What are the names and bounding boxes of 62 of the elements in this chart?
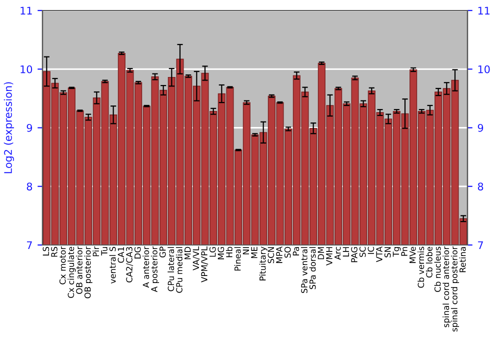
x-tick-label: Tu bbox=[101, 247, 108, 256]
x-tick-label: DG bbox=[134, 247, 141, 258]
x-tick-label: Pineal bbox=[234, 247, 241, 271]
x-tick-label: Hb bbox=[226, 246, 232, 258]
x-tick-label: VPM/VPL bbox=[201, 246, 208, 282]
x-tick-label: VMH bbox=[326, 247, 332, 266]
x-tick-label: A anterior bbox=[142, 246, 150, 288]
x-tick-label: LS bbox=[42, 246, 50, 256]
x-tick-label: spinal cord anterior bbox=[442, 246, 451, 328]
x-tick-label: VTA bbox=[376, 246, 382, 262]
x-tick-label: SPa ventral bbox=[300, 247, 308, 293]
y2-tick-label: 9 bbox=[478, 124, 484, 132]
x-tick-label: SCN bbox=[268, 247, 274, 264]
y-axis-title: Log2 (expression) bbox=[4, 82, 14, 174]
y2-tick-label: 10 bbox=[478, 65, 490, 74]
x-tick-label: GP bbox=[159, 246, 166, 258]
x-tick-label: Pir bbox=[92, 246, 99, 256]
x-tick-label: ME bbox=[251, 246, 258, 258]
y-tick-label: 11 bbox=[20, 6, 32, 14]
y-tick-label: 9 bbox=[26, 124, 32, 132]
x-tick-label: Cb lobe bbox=[426, 246, 432, 278]
x-tick-label: MVe bbox=[410, 246, 416, 263]
x-tick-label: Pn bbox=[401, 247, 408, 256]
x-tick-label: SO bbox=[284, 246, 291, 258]
x-tick-label: SPa dorsal bbox=[309, 247, 316, 290]
x-tick-label: SN bbox=[384, 247, 391, 258]
x-tick-label: NI bbox=[242, 247, 249, 254]
y-tick-label: 7 bbox=[27, 241, 32, 249]
x-tick-label: MG bbox=[218, 247, 224, 260]
x-tick-label: Arc bbox=[334, 246, 341, 260]
x-tick-label: Pa bbox=[292, 247, 300, 256]
x-tick-label: Cb vermis bbox=[418, 246, 424, 288]
x-tick-label: MPA bbox=[276, 246, 282, 263]
x-tick-label: Pituitary bbox=[259, 246, 268, 280]
x-tick-label: CA1 bbox=[118, 247, 124, 263]
x-tick-label: LH bbox=[342, 247, 349, 256]
x-tick-label: OB posterior bbox=[84, 246, 92, 298]
x-tick-label: PAG bbox=[351, 247, 358, 262]
x-tick-label: MD bbox=[184, 246, 191, 260]
x-tick-label: Cx cingulate bbox=[68, 246, 76, 298]
x-tick-label: Cb nucleus bbox=[434, 246, 441, 292]
x-tick-label: spinal cord posterior bbox=[450, 246, 460, 332]
y-tick-label: 8 bbox=[26, 182, 32, 190]
y2-tick-label: 8 bbox=[478, 182, 484, 190]
x-tick-label: SC bbox=[359, 246, 366, 257]
x-tick-label: ventral S bbox=[109, 246, 116, 284]
x-tick-label: Cx motor bbox=[59, 246, 66, 284]
x-tick-label: CPu lateral bbox=[168, 247, 174, 292]
x-tick-label: IC bbox=[368, 246, 374, 254]
x-tick-label: VA/VL bbox=[192, 246, 200, 270]
y2-tick-label: 11 bbox=[478, 6, 490, 14]
x-tick-label: DM bbox=[318, 247, 324, 260]
x-tick-label: OB anterior bbox=[76, 246, 82, 294]
x-tick-label: CPu medial bbox=[176, 247, 182, 293]
y-tick-label: 10 bbox=[20, 65, 32, 74]
y2-tick-label: 7 bbox=[478, 241, 483, 249]
x-tick-label: Tg bbox=[392, 247, 401, 257]
x-tick-label: LG bbox=[209, 247, 216, 257]
x-tick-label: A posterior bbox=[150, 246, 160, 292]
x-tick-label: CA2/CA3 bbox=[126, 247, 134, 282]
x-tick-label: RS bbox=[51, 246, 58, 257]
x-tick-label: Retina bbox=[459, 247, 466, 272]
